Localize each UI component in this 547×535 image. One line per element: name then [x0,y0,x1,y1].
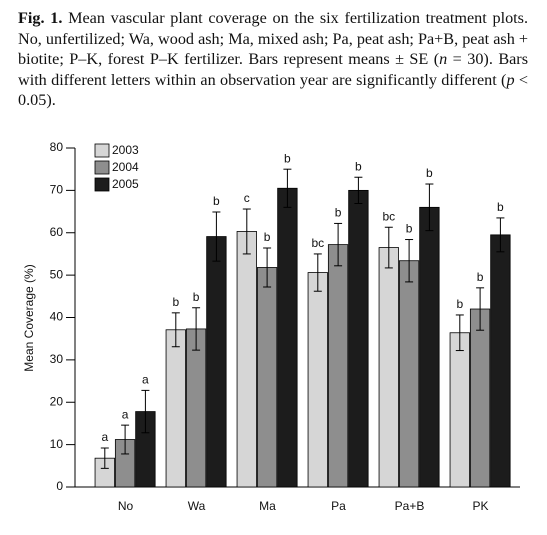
x-tick-label: PK [472,499,488,513]
y-tick-label: 40 [50,310,64,324]
bar [206,236,227,488]
y-tick-label: 20 [50,394,64,408]
y-tick-label: 0 [56,479,63,493]
legend-label: 2005 [112,177,139,191]
error-bar [171,312,180,348]
error-bar [405,239,414,283]
error-bar [212,211,221,262]
caption-text: = 30). Bars with different letters withi… [18,50,528,89]
significance-letter: b [193,290,200,304]
error-bar [141,389,150,434]
legend-label: 2003 [112,143,139,157]
bar [236,231,257,488]
significance-letter: b [335,206,342,220]
legend-swatch [94,177,110,192]
legend-label: 2004 [112,160,139,174]
bar [398,260,420,488]
bar [165,329,186,488]
y-tick-label: 50 [50,267,64,281]
error-bar [354,176,363,205]
bar [469,308,491,488]
y-axis-label: Mean Coverage (%) [22,264,36,371]
legend-swatch [94,143,110,158]
significance-letter: b [426,166,433,180]
error-bar [455,314,464,352]
error-bar [313,253,322,292]
error-bar [476,287,485,331]
significance-letter: b [497,200,504,214]
bar [327,244,349,488]
bar [307,272,328,488]
caption-italic: n [439,50,448,68]
error-bar [334,222,343,267]
significance-letter: a [142,373,149,387]
bar [419,206,440,488]
error-bar [242,208,251,255]
significance-letter: a [101,430,108,444]
y-tick-label: 80 [50,140,64,154]
error-bar [100,447,109,469]
error-bar [283,168,292,208]
bar [490,234,511,488]
x-tick-label: Pa+B [395,499,425,513]
error-bar [121,424,130,455]
significance-letter: b [477,270,484,284]
y-tick-label: 60 [50,225,64,239]
y-tick-label: 70 [50,183,64,197]
significance-letter: b [456,297,463,311]
caption-text: Mean vascular plant coverage on the six … [18,9,529,68]
x-tick-label: Wa [188,499,206,513]
error-bar [384,226,393,269]
significance-letter: b [172,295,179,309]
caption-italic: p [506,70,515,89]
error-bar [496,217,505,253]
caption: Fig. 1. Mean vascular plant coverage on … [18,8,528,111]
bar [348,189,369,488]
x-tick-label: Ma [259,499,276,513]
bar [378,247,399,488]
y-tick-label: 30 [50,352,64,366]
bar [277,187,298,488]
error-bar [425,183,434,232]
caption-label: Fig. 1. [18,9,63,27]
bar [256,267,278,488]
caption-text: < 0.05). [18,70,528,110]
x-tick-label: Pa [331,499,346,513]
error-bar [192,307,201,351]
significance-letter: bc [311,236,324,250]
bar [449,332,470,488]
significance-letter: a [122,407,129,421]
significance-letter: b [355,159,362,173]
significance-letter: bc [382,209,395,223]
significance-letter: b [264,230,271,244]
bar [185,328,207,488]
y-tick-label: 10 [50,437,64,451]
legend-swatch [94,160,110,175]
error-bar [263,247,272,288]
significance-letter: b [284,151,291,165]
x-tick-label: No [118,499,134,513]
significance-letter: c [244,191,250,205]
significance-letter: b [213,194,220,208]
significance-letter: b [406,222,413,236]
